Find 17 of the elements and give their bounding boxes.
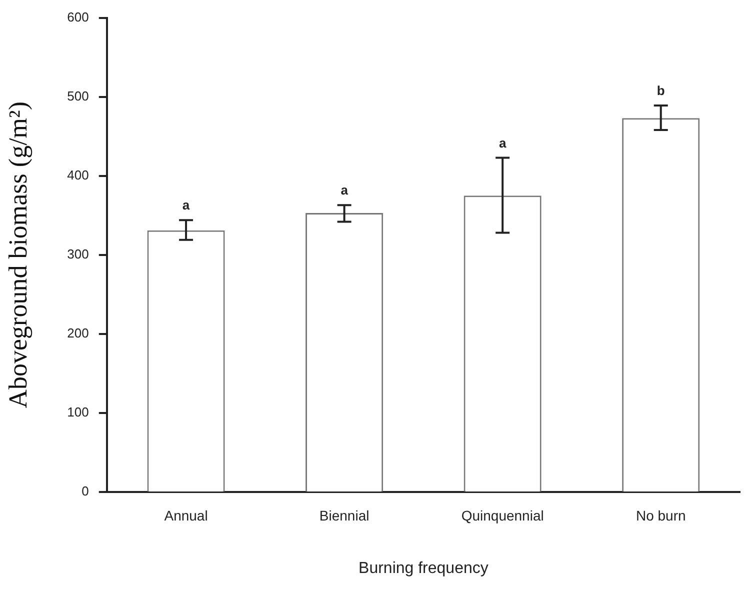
y-tick-label: 200 [67,326,89,341]
annotation: a [498,135,507,150]
x-tick-label: No burn [636,507,686,524]
annotation: b [656,83,665,98]
y-axis-title: Aboveground biomass (g/m²) [3,102,32,408]
x-axis-title: Burning frequency [358,560,488,577]
annotation: a [182,198,190,213]
y-tick-label: 0 [82,484,89,499]
y-tick-label: 300 [67,246,89,262]
y-tick-label: 400 [67,167,89,182]
y-tick-label: 500 [67,88,89,104]
x-tick-label: Biennial [319,507,370,524]
y-tick-label: 100 [67,404,89,420]
x-tick-label: Annual [164,507,208,524]
y-tick-label: 600 [67,9,89,24]
annotation: a [340,182,349,198]
x-tick-label: Quinquennial [461,507,544,524]
